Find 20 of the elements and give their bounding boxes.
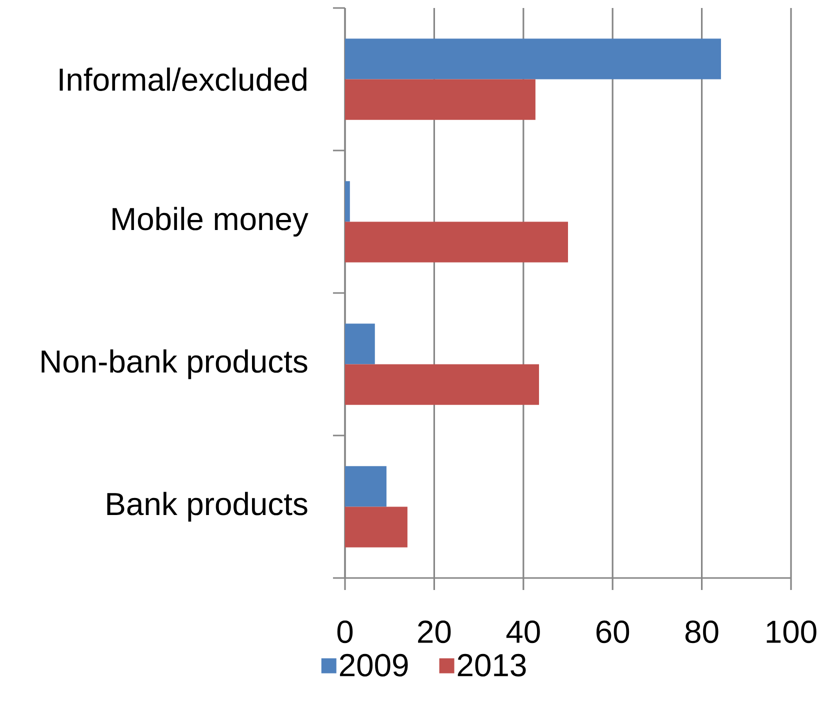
bar [345,38,721,80]
y-tick-label: Informal/excluded [60,68,306,91]
legend-label: 2013 [458,654,526,676]
bar [345,181,350,222]
x-tick-label: 0 [337,620,353,644]
bar [345,506,408,548]
x-tick-label: 80 [685,620,718,644]
bar [345,324,375,364]
x-tick-label: 100 [766,620,816,644]
x-tick-label: 40 [506,620,540,644]
y-tick-label: Bank products [107,492,308,522]
bar [345,466,386,507]
bar [345,79,536,120]
y-tick-label: Non-bank products [42,349,308,380]
x-tick-label: 60 [596,620,630,644]
y-tick-label: Mobile money [112,206,308,237]
legend-label: 2009 [340,654,408,676]
bar [345,364,540,405]
bar [345,222,568,262]
x-tick-label: 20 [418,620,451,644]
